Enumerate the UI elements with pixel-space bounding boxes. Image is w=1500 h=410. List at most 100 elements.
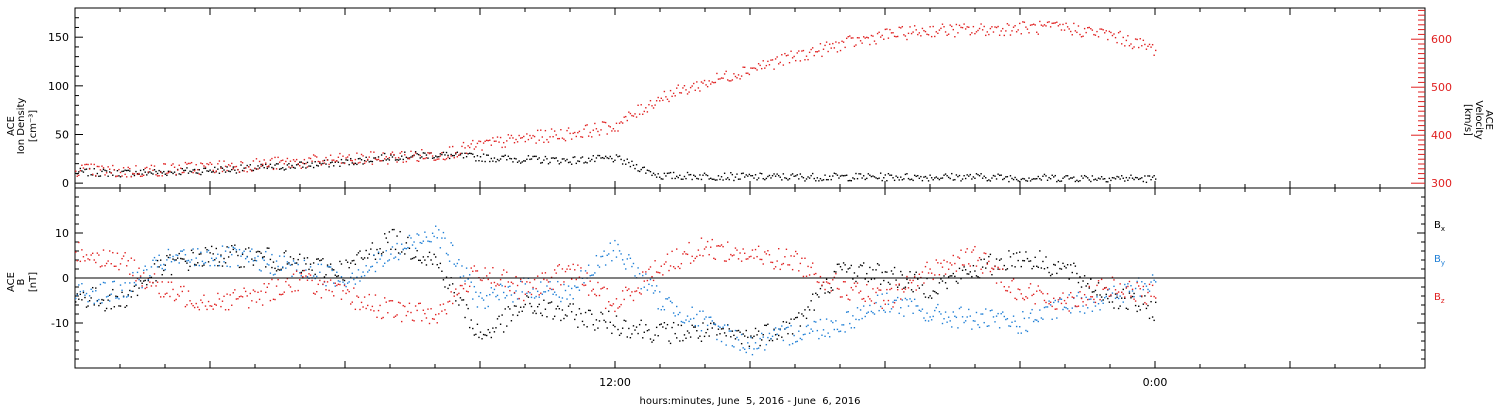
density-point xyxy=(572,156,574,159)
bx-point xyxy=(297,258,299,261)
velocity-point xyxy=(393,153,395,156)
velocity-point xyxy=(1042,25,1044,27)
bz-point xyxy=(180,285,182,288)
density-point xyxy=(706,174,709,177)
by-point xyxy=(816,329,819,332)
by-point xyxy=(340,276,343,278)
velocity-point xyxy=(1138,46,1140,49)
by-point xyxy=(552,293,554,296)
density-point xyxy=(751,174,754,177)
bx-point xyxy=(78,298,80,300)
density-point xyxy=(898,179,900,181)
velocity-point xyxy=(952,28,954,31)
density-point xyxy=(207,170,210,173)
velocity-point xyxy=(1116,41,1118,44)
velocity-point xyxy=(1082,35,1084,37)
density-point xyxy=(623,159,625,162)
bz-point xyxy=(824,288,826,291)
bz-point xyxy=(547,281,550,283)
bz-point xyxy=(557,265,559,267)
bz-point xyxy=(688,241,690,244)
by-point xyxy=(849,322,851,325)
density-point xyxy=(966,174,968,176)
by-point xyxy=(1023,317,1026,320)
by-point xyxy=(373,254,375,256)
density-point xyxy=(1000,174,1002,176)
velocity-point xyxy=(884,28,887,31)
density-point xyxy=(278,168,281,170)
bx-point xyxy=(890,270,893,272)
bx-point xyxy=(268,247,270,249)
bx-point xyxy=(274,267,276,270)
density-point xyxy=(683,175,686,178)
bx-point xyxy=(609,321,611,323)
density-point xyxy=(972,176,975,178)
density-point xyxy=(1085,175,1087,178)
bx-point xyxy=(200,253,202,255)
bz-point xyxy=(694,257,696,260)
bx-point xyxy=(102,299,105,301)
bx-point xyxy=(981,266,984,268)
bz-point xyxy=(374,294,377,296)
bx-point xyxy=(940,278,942,280)
bz-point xyxy=(244,290,247,293)
density-point xyxy=(261,164,264,167)
bx-point xyxy=(1011,265,1013,267)
bz-point xyxy=(110,263,112,265)
bx-point xyxy=(299,253,301,256)
bx-point xyxy=(1122,288,1124,291)
bz-point xyxy=(906,275,908,278)
by-point xyxy=(737,339,740,341)
velocity-point xyxy=(1031,24,1033,26)
bx-point xyxy=(1003,264,1005,267)
bz-point xyxy=(575,278,578,281)
velocity-point xyxy=(467,145,469,147)
velocity-point xyxy=(892,32,894,34)
density-point xyxy=(285,168,287,170)
bx-point xyxy=(1150,300,1152,303)
by-point xyxy=(87,300,89,303)
density-point xyxy=(180,173,182,176)
by-point xyxy=(450,242,452,244)
velocity-point xyxy=(1142,39,1145,42)
bx-point xyxy=(855,280,857,283)
density-point xyxy=(612,160,615,163)
density-point xyxy=(764,178,766,181)
density-point xyxy=(377,156,380,158)
density-point xyxy=(592,155,594,157)
density-point xyxy=(274,164,276,166)
density-point xyxy=(492,160,494,162)
bx-point xyxy=(286,263,289,265)
density-point xyxy=(76,173,78,175)
density-point xyxy=(269,163,272,165)
bx-point xyxy=(91,286,94,289)
ytick-label-density-50: 50 xyxy=(55,128,69,141)
velocity-point xyxy=(652,107,655,109)
bx-point xyxy=(176,257,179,259)
velocity-point xyxy=(291,166,293,168)
bx-point xyxy=(1117,307,1120,310)
bx-point xyxy=(416,249,418,252)
by-point xyxy=(949,320,951,322)
by-point xyxy=(685,319,687,321)
bz-point xyxy=(271,278,273,281)
density-point xyxy=(892,177,894,179)
velocity-point xyxy=(246,171,248,173)
density-point xyxy=(577,160,579,162)
density-point xyxy=(277,163,279,165)
velocity-point xyxy=(354,158,357,161)
velocity-point xyxy=(1073,22,1075,25)
density-point xyxy=(470,152,472,155)
bx-point xyxy=(380,253,383,255)
bx-point xyxy=(127,294,129,296)
velocity-point xyxy=(170,164,173,166)
density-point xyxy=(1155,178,1157,180)
density-point xyxy=(405,156,408,159)
bx-point xyxy=(529,302,531,305)
bx-point xyxy=(351,260,353,262)
density-point xyxy=(937,177,939,180)
by-point xyxy=(1122,301,1124,303)
bz-point xyxy=(356,295,358,297)
density-point xyxy=(416,153,418,155)
density-point xyxy=(595,157,598,159)
